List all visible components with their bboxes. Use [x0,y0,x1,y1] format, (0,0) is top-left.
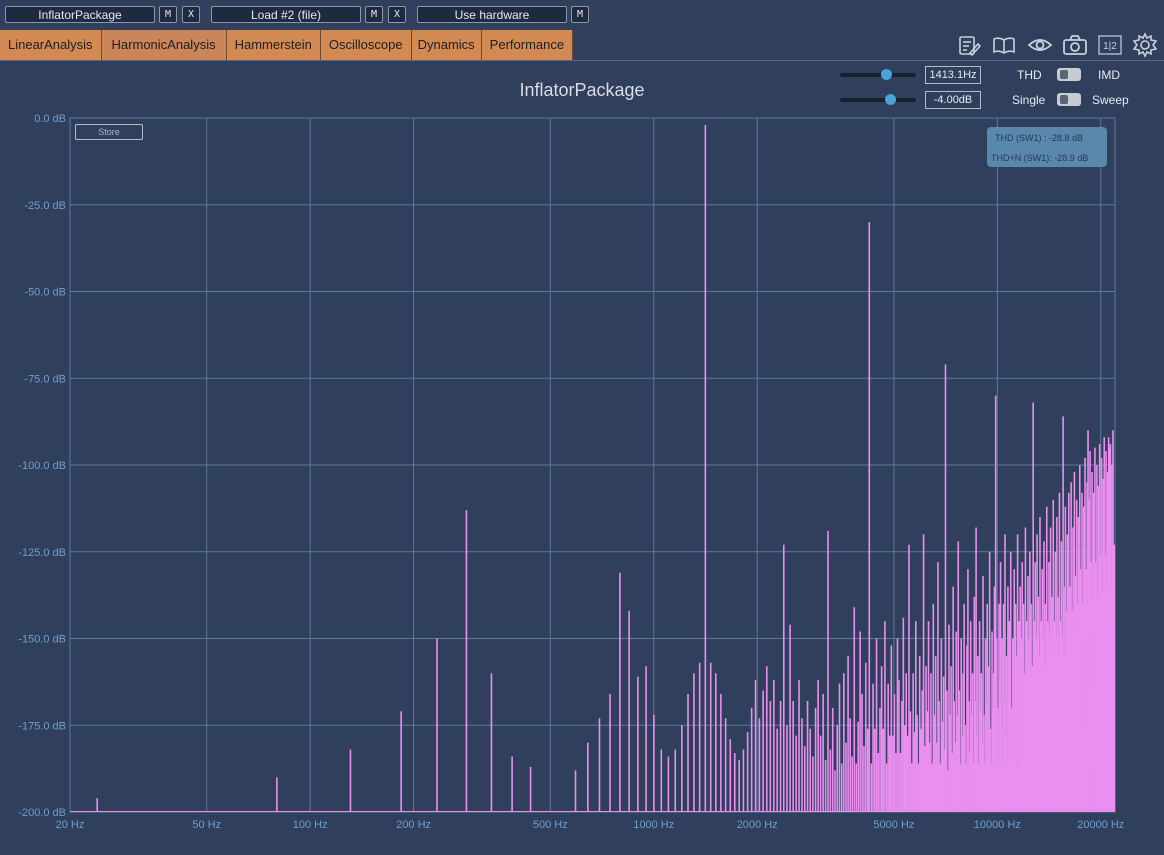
thd-readout: THD (SW1) : -28.8 dB [995,133,1084,143]
x-tick-label: 20 Hz [56,819,85,831]
tab-hammerstein[interactable]: Hammerstein [226,30,321,60]
y-tick-label: 0.0 dB [34,113,66,125]
camera-icon[interactable] [1062,32,1088,58]
y-tick-label: -25.0 dB [24,200,66,212]
tab-harmonic-analysis[interactable]: HarmonicAnalysis [101,30,227,60]
slot-3-mute-button[interactable]: M [571,6,589,23]
eye-icon[interactable] [1027,32,1053,58]
y-tick-label: -175.0 dB [18,720,66,732]
chart-title: InflatorPackage [519,80,645,100]
x-tick-label: 1000 Hz [633,819,674,831]
single-label: Single [1012,93,1046,107]
book-icon[interactable] [991,32,1017,58]
tab-oscilloscope[interactable]: Oscilloscope [320,30,412,60]
split-view-icon[interactable]: 1|2 [1097,32,1123,58]
frequency-value[interactable]: 1413.1Hz [925,66,981,84]
gear-icon[interactable] [1132,32,1158,58]
axis-labels: 0.0 dB -25.0 dB -50.0 dB -75.0 dB -100.0 dB -… [18,113,1124,831]
thdn-readout: THD+N (SW1): -28.9 dB [991,153,1089,163]
x-tick-label: 2000 Hz [737,819,778,831]
frequency-slider[interactable] [840,69,916,80]
y-tick-label: -200.0 dB [18,807,66,819]
level-value[interactable]: -4.00dB [925,91,981,109]
tab-dynamics[interactable]: Dynamics [411,30,482,60]
distortion-readout: THD (SW1) : -28.8 dB THD+N (SW1): -28.9 … [987,127,1107,167]
frequency-slider-thumb[interactable] [880,69,892,80]
y-tick-label: -150.0 dB [18,634,66,646]
store-button[interactable]: Store [75,124,143,140]
tab-linear-analysis[interactable]: LinearAnalysis [0,30,102,60]
y-tick-label: -50.0 dB [24,287,66,299]
tab-performance[interactable]: Performance [481,30,574,60]
slot-3-label[interactable]: Use hardware [417,6,567,23]
slot-2-label[interactable]: Load #2 (file) [211,6,361,23]
slot-2-mute-button[interactable]: M [365,6,383,23]
x-tick-label: 200 Hz [396,819,431,831]
x-tick-label: 5000 Hz [873,819,914,831]
x-tick-label: 10000 Hz [974,819,1021,831]
svg-text:1|2: 1|2 [1103,41,1117,52]
imd-label: IMD [1098,68,1120,82]
slot-1-mute-button[interactable]: M [159,6,177,23]
notes-icon[interactable] [956,32,982,58]
level-slider[interactable] [840,94,916,105]
slot-1-close-button[interactable]: X [182,6,200,23]
analysis-tab-bar: LinearAnalysis HarmonicAnalysis Hammerst… [0,30,574,60]
thd-label: THD [1017,68,1042,82]
thd-imd-toggle[interactable] [1057,68,1081,81]
slot-1-label[interactable]: InflatorPackage [5,6,155,23]
sweep-label: Sweep [1092,93,1129,107]
slot-2-close-button[interactable]: X [388,6,406,23]
x-tick-label: 20000 Hz [1077,819,1124,831]
x-tick-label: 50 Hz [192,819,221,831]
level-slider-thumb[interactable] [885,94,897,105]
x-tick-label: 500 Hz [533,819,568,831]
single-sweep-toggle[interactable] [1057,93,1081,106]
y-tick-label: -75.0 dB [24,373,66,385]
spectrum-trace [70,124,1116,812]
analysis-panel [0,60,1164,855]
y-tick-label: -125.0 dB [18,547,66,559]
x-tick-label: 100 Hz [293,819,328,831]
y-tick-label: -100.0 dB [18,460,66,472]
